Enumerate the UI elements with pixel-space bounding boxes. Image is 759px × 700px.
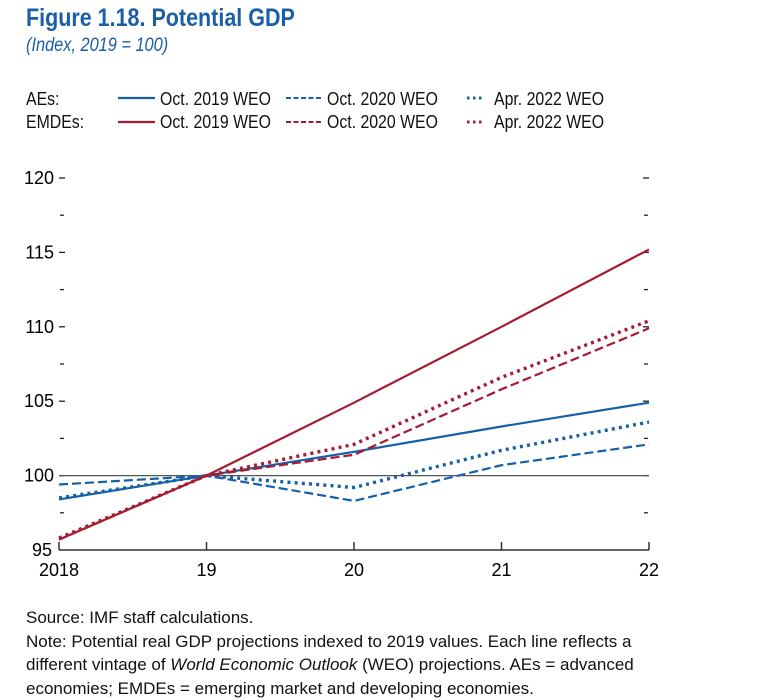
x-tick-label: 19 [196,560,216,580]
line-chart: 95 100 105 110 115 120 2018 19 20 21 22 [24,168,659,580]
legend-group-emdes: EMDEs: [26,112,85,132]
y-tick-label: 110 [25,317,54,337]
legend-swatches [118,96,482,124]
figure-subtitle: (Index, 2019 = 100) [26,35,169,56]
x-tick-label: 22 [639,560,659,580]
series-line-emdes-dashed [58,327,650,541]
note-text: (WEO) projections. AEs = advanced [357,655,634,674]
y-tick-label: 115 [25,242,54,262]
x-tick-label: 21 [491,560,511,580]
legend-label-emdes-oct2020: Oct. 2020 WEO [327,112,438,132]
legend-label-aes-apr2022: Apr. 2022 WEO [494,89,605,109]
y-tick-label: 120 [24,168,54,188]
x-tick-label: 20 [344,560,364,580]
legend-label-emdes-apr2022: Apr. 2022 WEO [494,112,605,132]
note-line-2: different vintage of World Economic Outl… [26,653,746,677]
y-tick-label: 105 [24,391,54,411]
legend-label-aes-oct2020: Oct. 2020 WEO [327,89,438,109]
legend-group-aes: AEs: [26,89,60,109]
y-tick-label: 100 [24,466,54,486]
series-line-aes-dashed [58,443,650,502]
series-line-aes-dotted [58,420,650,500]
series-line-aes-solid [58,401,650,501]
legend-label-emdes-oct2019: Oct. 2019 WEO [160,112,271,132]
legend-label-aes-oct2019: Oct. 2019 WEO [160,89,271,109]
note-publication-title: World Economic Outlook [170,655,358,674]
x-tick-label: 2018 [39,560,79,580]
figure-title: Figure 1.18. Potential GDP [26,4,295,32]
source-note: Source: IMF staff calculations. [26,608,254,627]
y-tick-label: 95 [32,540,52,560]
note-line-1: Note: Potential real GDP projections ind… [26,631,632,651]
figure-notes: Source: IMF staff calculations. Note: Po… [26,606,746,700]
note-line-3: economies; EMDEs = emerging market and d… [26,678,534,698]
series-line-emdes-solid [58,248,650,541]
note-text: different vintage of [26,655,171,674]
series-line-emdes-dotted [58,319,650,540]
